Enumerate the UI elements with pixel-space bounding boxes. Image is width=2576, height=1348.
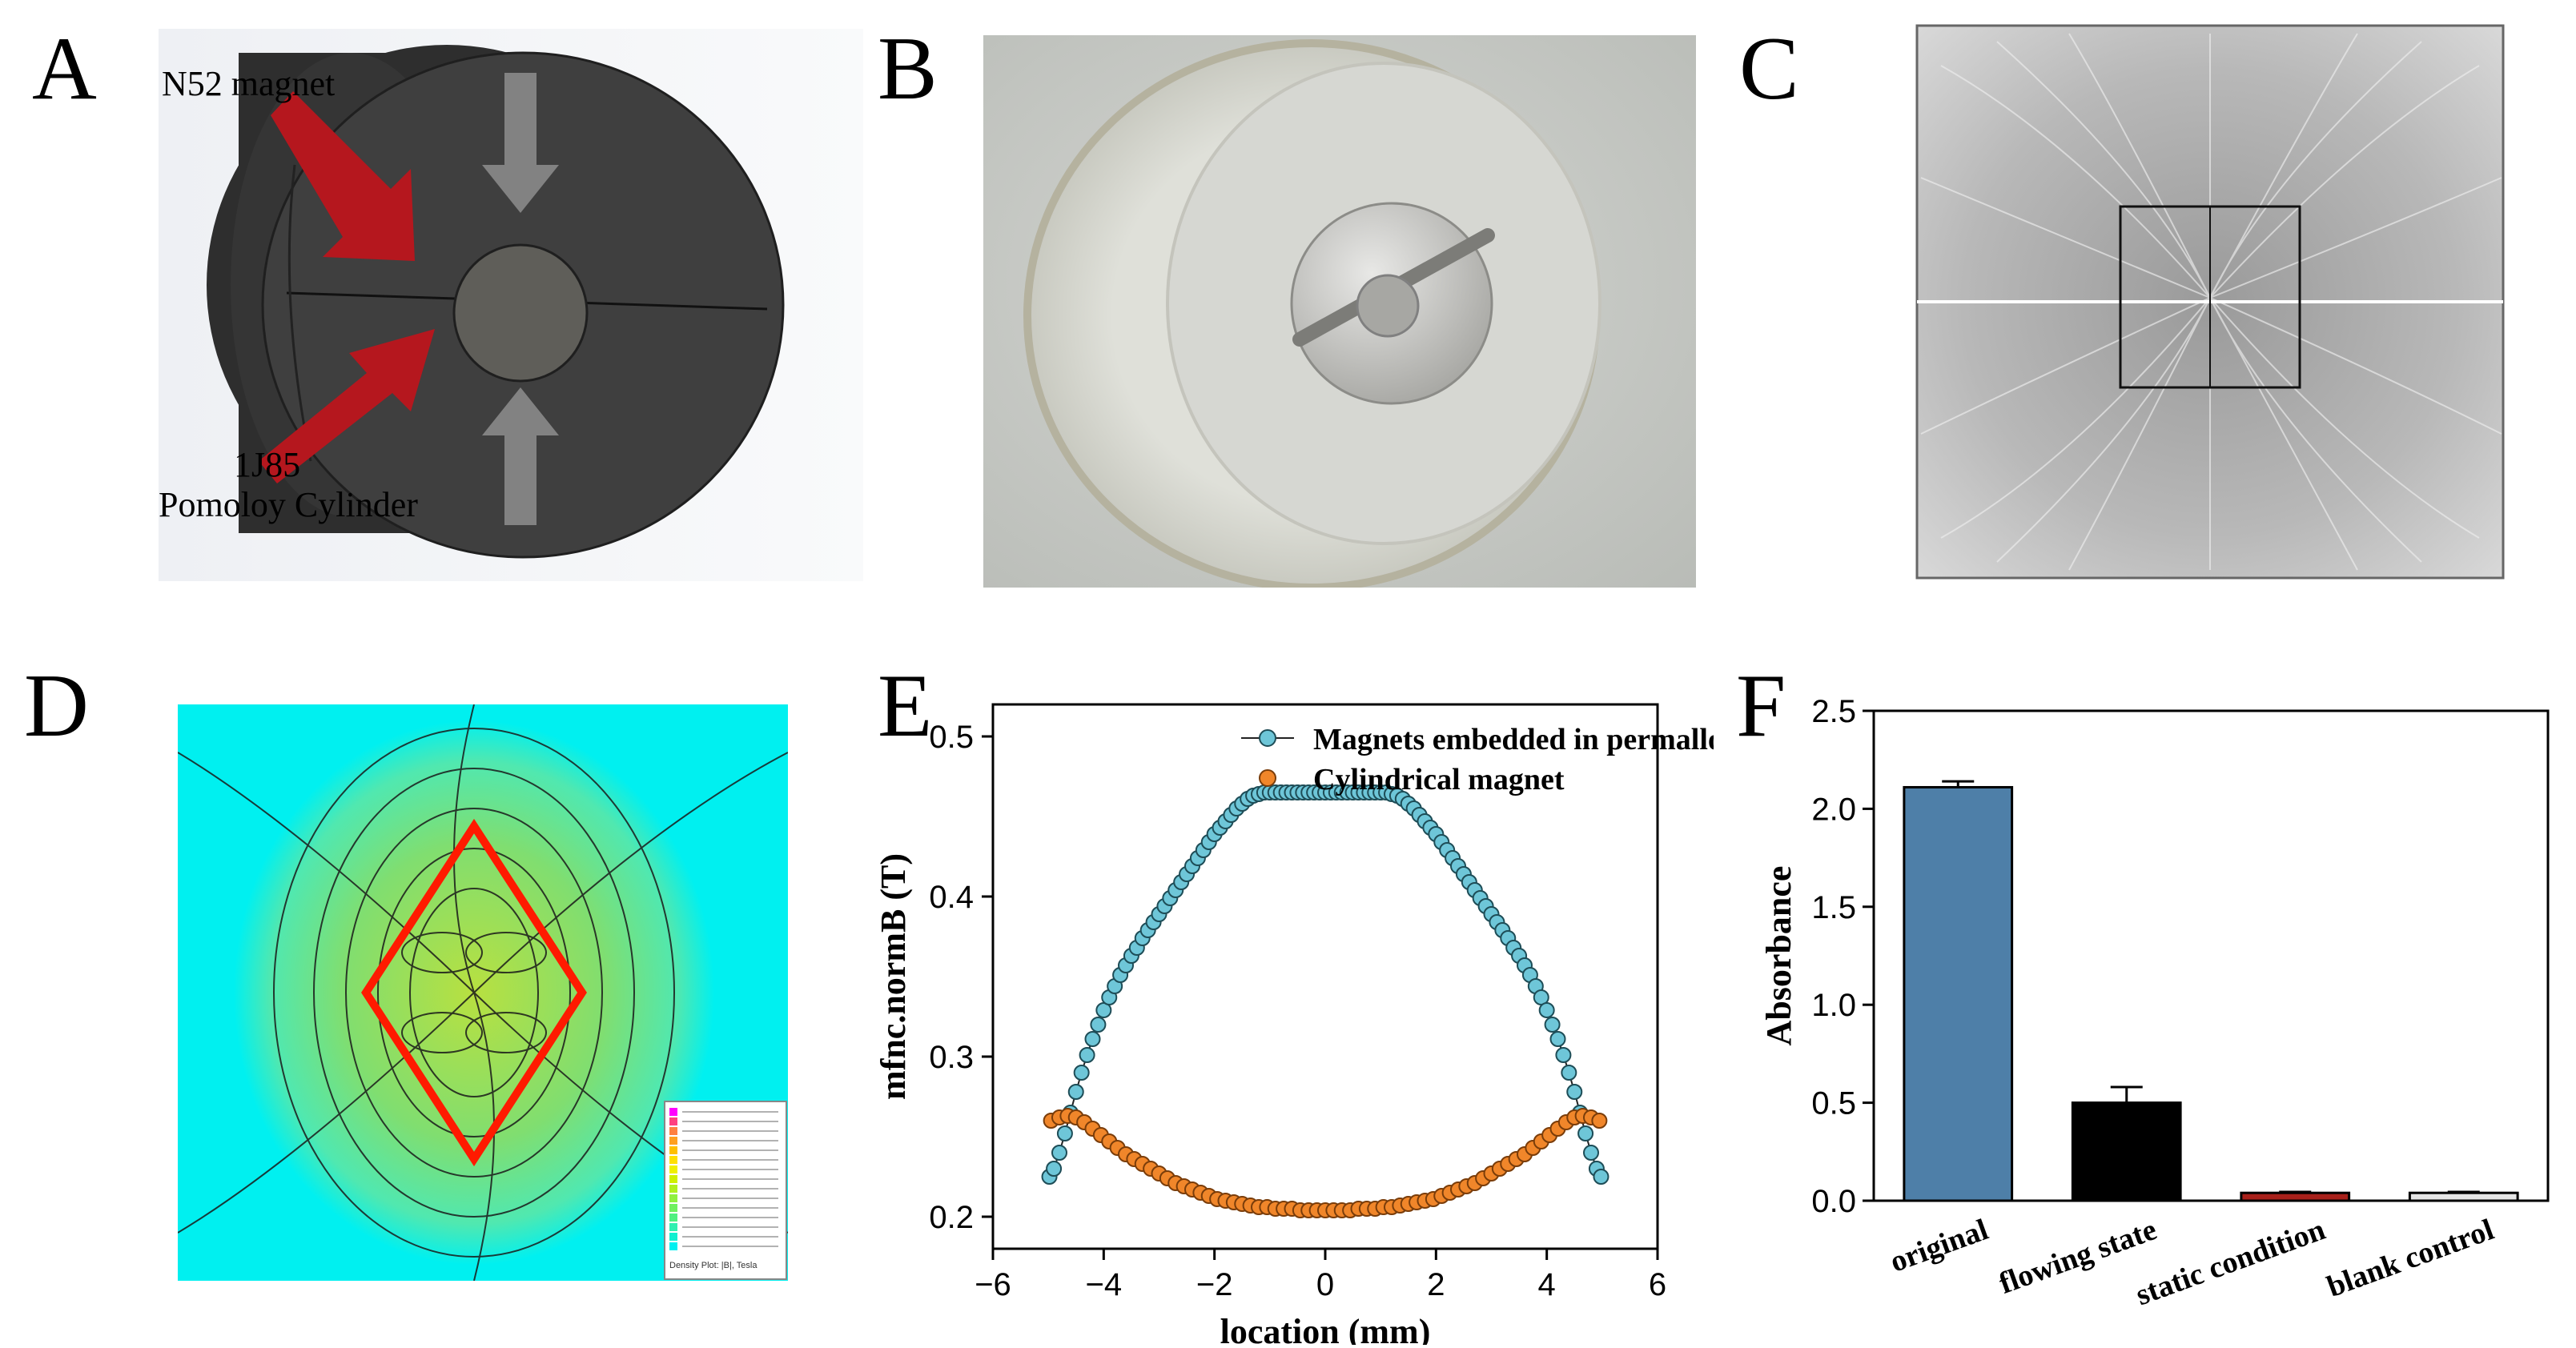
y-tick-label: 0.0 [1811, 1184, 1856, 1219]
y-tick-label: 2.5 [1811, 694, 1856, 729]
x-tick-label: 4 [1538, 1267, 1556, 1302]
panel-e-chart: −6 −4 −2 0 2 4 6 0.2 0.3 0.4 0.5 location (mm) mfnc.… [874, 703, 1714, 1345]
legend-label-permalloy: Magnets embedded in permalloy [1313, 723, 1714, 756]
cylinder-label-line2: Pomoloy Cylinder [159, 485, 418, 524]
panel-letter-d: D [24, 656, 89, 756]
point-permalloy [1593, 1169, 1609, 1185]
point-permalloy [1538, 1002, 1555, 1018]
legend-caption: Density Plot: |B|, Tesla [669, 1261, 758, 1270]
point-permalloy [1561, 1065, 1577, 1081]
legend-label-cylindrical: Cylindrical magnet [1313, 763, 1565, 796]
point-permalloy [1067, 1084, 1084, 1100]
point-permalloy [1544, 1017, 1561, 1033]
point-permalloy [1555, 1047, 1572, 1063]
y-tick-label: 0.5 [929, 720, 974, 755]
panel-letter-e: E [878, 656, 933, 756]
pomoloy-core [452, 243, 589, 383]
magnet-diamond-outline [361, 818, 587, 1167]
bar [2071, 1101, 2182, 1202]
x-tick-label: −4 [1086, 1267, 1123, 1302]
panel-d-field-plot: Density Plot: |B|, Tesla [178, 704, 788, 1281]
panel-letter-b: B [878, 19, 938, 118]
bar [2408, 1191, 2519, 1202]
panel-letter-c: C [1739, 19, 1799, 118]
bar [2240, 1191, 2351, 1202]
legend-marker-permalloy [1259, 729, 1276, 747]
point-permalloy [1046, 1161, 1063, 1177]
field-streamlines [1920, 33, 2502, 571]
core-pointer-arrow-icon [259, 329, 435, 483]
x-axis-label: location (mm) [1220, 1312, 1431, 1345]
n52-magnet-label: N52 magnet [162, 64, 336, 103]
y-tick-label: 0.4 [929, 880, 974, 915]
point-cylindrical [1591, 1113, 1608, 1129]
panel-a-render [159, 29, 863, 581]
category-label: static condition [2132, 1213, 2329, 1312]
x-tick-label: −2 [1196, 1267, 1233, 1302]
y-tick-label: 1.0 [1811, 988, 1856, 1023]
panel-b-photo [983, 35, 1696, 588]
point-permalloy [1084, 1031, 1101, 1047]
magnet-center-pin [1356, 274, 1420, 338]
y-tick-label: 2.0 [1811, 792, 1856, 827]
panel-letter-f: F [1736, 656, 1786, 756]
y-tick-label: 0.3 [929, 1040, 974, 1075]
density-legend: Density Plot: |B|, Tesla [664, 1101, 787, 1280]
point-permalloy [1583, 1145, 1599, 1161]
point-permalloy [1079, 1047, 1095, 1063]
x-tick-label: 2 [1427, 1267, 1445, 1302]
arrow-up-icon [482, 387, 559, 525]
point-permalloy [1056, 1125, 1073, 1141]
y-axis-label: mfnc.normB (T) [874, 853, 913, 1100]
y-tick-label: 1.5 [1811, 890, 1856, 925]
series-permalloy-line [1048, 792, 1602, 1177]
arrow-down-icon [482, 73, 559, 213]
point-permalloy [1051, 1145, 1067, 1161]
point-permalloy [1577, 1125, 1594, 1141]
point-permalloy [1073, 1065, 1090, 1081]
x-tick-label: −6 [975, 1267, 1011, 1302]
category-label: blank control [2323, 1213, 2498, 1304]
plot-frame [1872, 709, 2550, 1202]
bar [1903, 785, 2014, 1202]
magnet-pointer-arrow-icon [271, 91, 415, 261]
point-permalloy [1549, 1031, 1566, 1047]
panel-letter-a: A [32, 19, 97, 118]
y-tick-label: 0.5 [1811, 1086, 1856, 1121]
panel-c-simulation [1915, 24, 2505, 580]
y-tick-label: 0.2 [929, 1200, 974, 1235]
cylinder-label-line1: 1J85 [234, 445, 301, 484]
point-permalloy [1566, 1084, 1583, 1100]
x-tick-label: 6 [1649, 1267, 1666, 1302]
point-permalloy [1090, 1017, 1107, 1033]
legend-marker-cylindrical [1259, 769, 1276, 787]
y-axis-label: Absorbance [1759, 866, 1798, 1046]
x-tick-label: 0 [1316, 1267, 1334, 1302]
category-label: original [1886, 1213, 1992, 1279]
